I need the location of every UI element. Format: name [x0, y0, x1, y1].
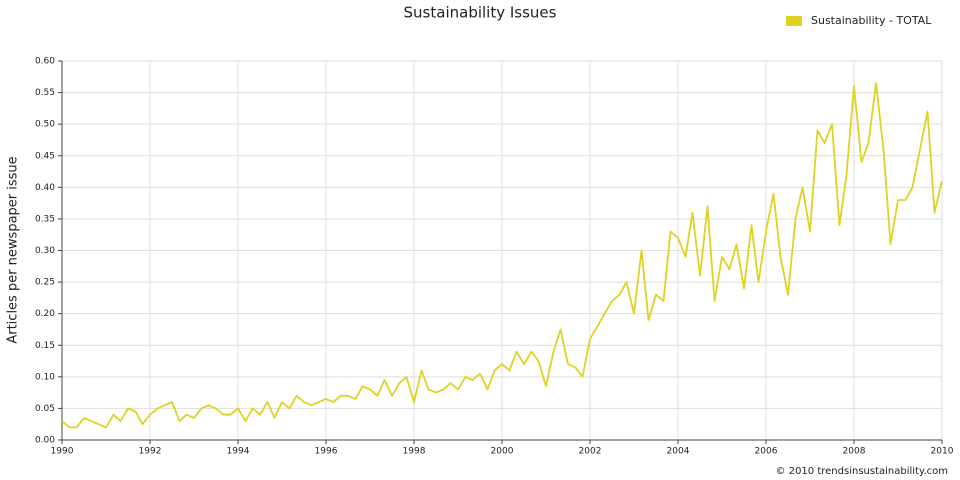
- y-tick-label: 0.25: [35, 278, 55, 288]
- legend-label: Sustainability - TOTAL: [811, 14, 932, 27]
- y-axis-label: Articles per newspaper issue: [6, 156, 21, 343]
- y-tick-label: 0.15: [35, 341, 55, 351]
- x-tick-label: 2010: [931, 447, 954, 457]
- x-tick-label: 2006: [755, 447, 778, 457]
- y-tick-label: 0.60: [35, 57, 55, 67]
- data-line: [61, 82, 943, 429]
- x-tick-label: 1992: [139, 447, 162, 457]
- x-tick-label: 1998: [403, 447, 426, 457]
- legend-swatch: [786, 16, 802, 26]
- x-tick-label: 2000: [491, 447, 514, 457]
- x-tick-label: 1994: [227, 447, 250, 457]
- y-tick-label: 0.00: [35, 436, 55, 446]
- x-tick-label: 1996: [315, 447, 338, 457]
- x-tick-label: 1990: [51, 447, 74, 457]
- y-tick-label: 0.55: [35, 88, 55, 98]
- y-tick-label: 0.30: [35, 246, 55, 256]
- y-tick-label: 0.40: [35, 183, 55, 193]
- x-tick-label: 2002: [579, 447, 602, 457]
- y-tick-label: 0.35: [35, 214, 55, 224]
- y-tick-label: 0.45: [35, 151, 55, 161]
- footnote: © 2010 trendsinsustainability.com: [776, 466, 948, 477]
- y-tick-label: 0.10: [35, 372, 55, 382]
- x-tick-label: 2008: [843, 447, 866, 457]
- chart-title: Sustainability Issues: [404, 4, 557, 22]
- x-tick-label: 2004: [667, 447, 690, 457]
- y-tick-label: 0.05: [35, 404, 55, 414]
- y-tick-label: 0.50: [35, 120, 55, 130]
- y-tick-label: 0.20: [35, 309, 55, 319]
